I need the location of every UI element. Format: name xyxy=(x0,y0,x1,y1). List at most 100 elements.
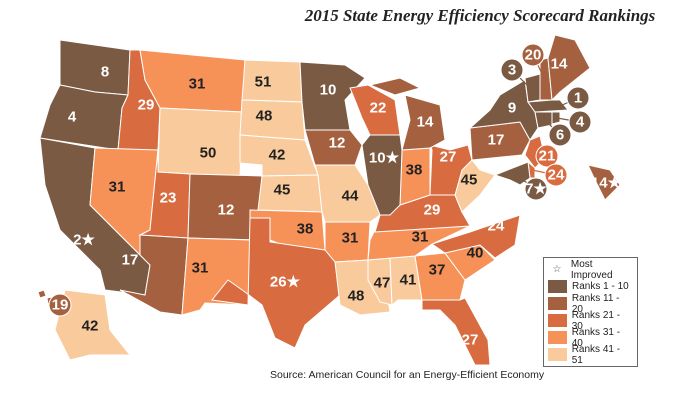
state-rank-label: 31 xyxy=(109,179,126,196)
state-rank-label: 12 xyxy=(329,135,346,152)
state-rank-label: 1 xyxy=(574,90,582,107)
legend-label: Ranks 21 - 30 xyxy=(571,309,621,332)
legend-tier-2: Ranks 11 - 20 xyxy=(548,292,633,315)
state-rank-label: 2★ xyxy=(73,232,95,249)
state-rank-label: 45 xyxy=(274,182,291,199)
state-rank-label: 23 xyxy=(160,190,177,207)
state-rank-label: 48 xyxy=(256,108,273,125)
state-shape xyxy=(299,61,366,131)
state-rank-label: 14 xyxy=(551,56,568,73)
legend: ☆ Most Improved Ranks 1 - 10 Ranks 11 - … xyxy=(543,257,638,367)
state-rank-label: 27 xyxy=(462,332,479,349)
state-rank-label: 38 xyxy=(406,162,423,179)
state-rank-label: 20 xyxy=(525,47,542,64)
state-rank-label: 37 xyxy=(429,262,446,279)
legend-tier-4: Ranks 31 - 40 xyxy=(548,326,633,349)
callout-badge xyxy=(535,144,559,168)
state-shape xyxy=(304,129,363,166)
state-shape xyxy=(157,107,243,179)
state-shape xyxy=(534,111,553,129)
state-rank-label: 45 xyxy=(461,172,478,189)
state-rank-label: 31 xyxy=(412,229,429,246)
legend-swatch xyxy=(548,331,567,344)
state-shape xyxy=(587,164,621,201)
state-rank-label: 47 xyxy=(374,275,391,292)
state-rank-label: 50 xyxy=(200,145,217,162)
legend-tier-5: Ranks 41 - 51 xyxy=(548,343,633,366)
callout-badge xyxy=(568,110,592,134)
state-rank-label: 42 xyxy=(82,318,99,335)
legend-label: Ranks 11 - 20 xyxy=(571,292,620,315)
state-rank-label: 29 xyxy=(138,97,155,114)
state-rank-label: 14 xyxy=(417,114,434,131)
callout-badge xyxy=(524,177,548,201)
legend-tier-1: Ranks 1 - 10 xyxy=(548,278,633,295)
state-rank-label: 17 xyxy=(122,252,139,269)
state-shape xyxy=(401,94,446,151)
legend-label: Ranks 31 - 40 xyxy=(571,326,621,349)
legend-swatch xyxy=(548,314,567,327)
state-rank-label: 44 xyxy=(342,188,359,205)
state-rank-label: 12 xyxy=(218,202,235,219)
state-shape xyxy=(421,297,491,366)
state-rank-label: 17 xyxy=(488,132,505,149)
state-shape xyxy=(37,289,47,299)
state-rank-label: 19 xyxy=(52,297,69,314)
callout-badge xyxy=(548,123,572,147)
state-shape xyxy=(414,252,466,301)
state-shape xyxy=(430,214,521,259)
state-rank-label: 40 xyxy=(467,245,484,262)
state-shape xyxy=(349,84,401,136)
callout-badge xyxy=(48,293,72,317)
state-shape xyxy=(367,225,471,261)
callout-badge xyxy=(566,86,590,110)
state-shape xyxy=(524,73,541,103)
state-rank-label: 26★ xyxy=(270,274,301,291)
state-rank-label: 29 xyxy=(424,202,441,219)
callout-badge xyxy=(500,58,524,82)
state-shape xyxy=(241,59,303,103)
state-rank-label: 9 xyxy=(508,100,516,117)
state-rank-label: 4 xyxy=(576,114,585,131)
state-rank-label: 41 xyxy=(400,272,417,289)
state-rank-label: 31 xyxy=(342,230,359,247)
state-rank-label: 7★ xyxy=(525,181,547,198)
state-rank-label: 51 xyxy=(255,74,272,91)
state-shape xyxy=(527,99,569,113)
callout-badge xyxy=(521,43,545,67)
state-shape xyxy=(54,289,132,361)
legend-most-improved: ☆ Most Improved xyxy=(548,258,633,281)
state-rank-label: 21 xyxy=(539,148,556,165)
state-rank-label: 31 xyxy=(189,76,206,93)
callout-badge xyxy=(544,163,568,187)
legend-swatch xyxy=(548,297,567,310)
state-rank-label: 8 xyxy=(101,64,109,81)
state-rank-label: 10★ xyxy=(369,150,400,167)
state-rank-label: 42 xyxy=(269,147,286,164)
state-rank-label: 14★ xyxy=(591,175,622,192)
state-rank-label: 10 xyxy=(320,82,337,99)
state-rank-label: 6 xyxy=(556,127,564,144)
legend-label: Ranks 1 - 10 xyxy=(572,281,629,292)
map-title: 2015 State Energy Efficiency Scorecard R… xyxy=(304,6,656,25)
legend-label: Most Improved xyxy=(570,258,613,281)
legend-swatch xyxy=(548,348,567,361)
state-rank-label: 24 xyxy=(548,167,565,184)
state-rank-label: 27 xyxy=(440,149,457,166)
state-shape xyxy=(368,77,422,96)
state-rank-label: 24 xyxy=(488,218,505,235)
state-shape xyxy=(239,99,306,141)
state-rank-label: 38 xyxy=(297,221,314,238)
state-rank-label: 3 xyxy=(508,62,516,79)
star-outline-icon: ☆ xyxy=(552,264,562,275)
legend-swatch xyxy=(548,280,567,293)
state-shape xyxy=(551,111,561,125)
source-note: Source: American Council for an Energy-E… xyxy=(270,369,545,381)
state-rank-label: 22 xyxy=(370,100,387,117)
state-rank-label: 31 xyxy=(192,260,209,277)
legend-label: Ranks 41 - 51 xyxy=(571,343,621,366)
legend-tier-3: Ranks 21 - 30 xyxy=(548,309,633,332)
state-shape xyxy=(211,217,341,349)
state-rank-label: 48 xyxy=(348,288,365,305)
